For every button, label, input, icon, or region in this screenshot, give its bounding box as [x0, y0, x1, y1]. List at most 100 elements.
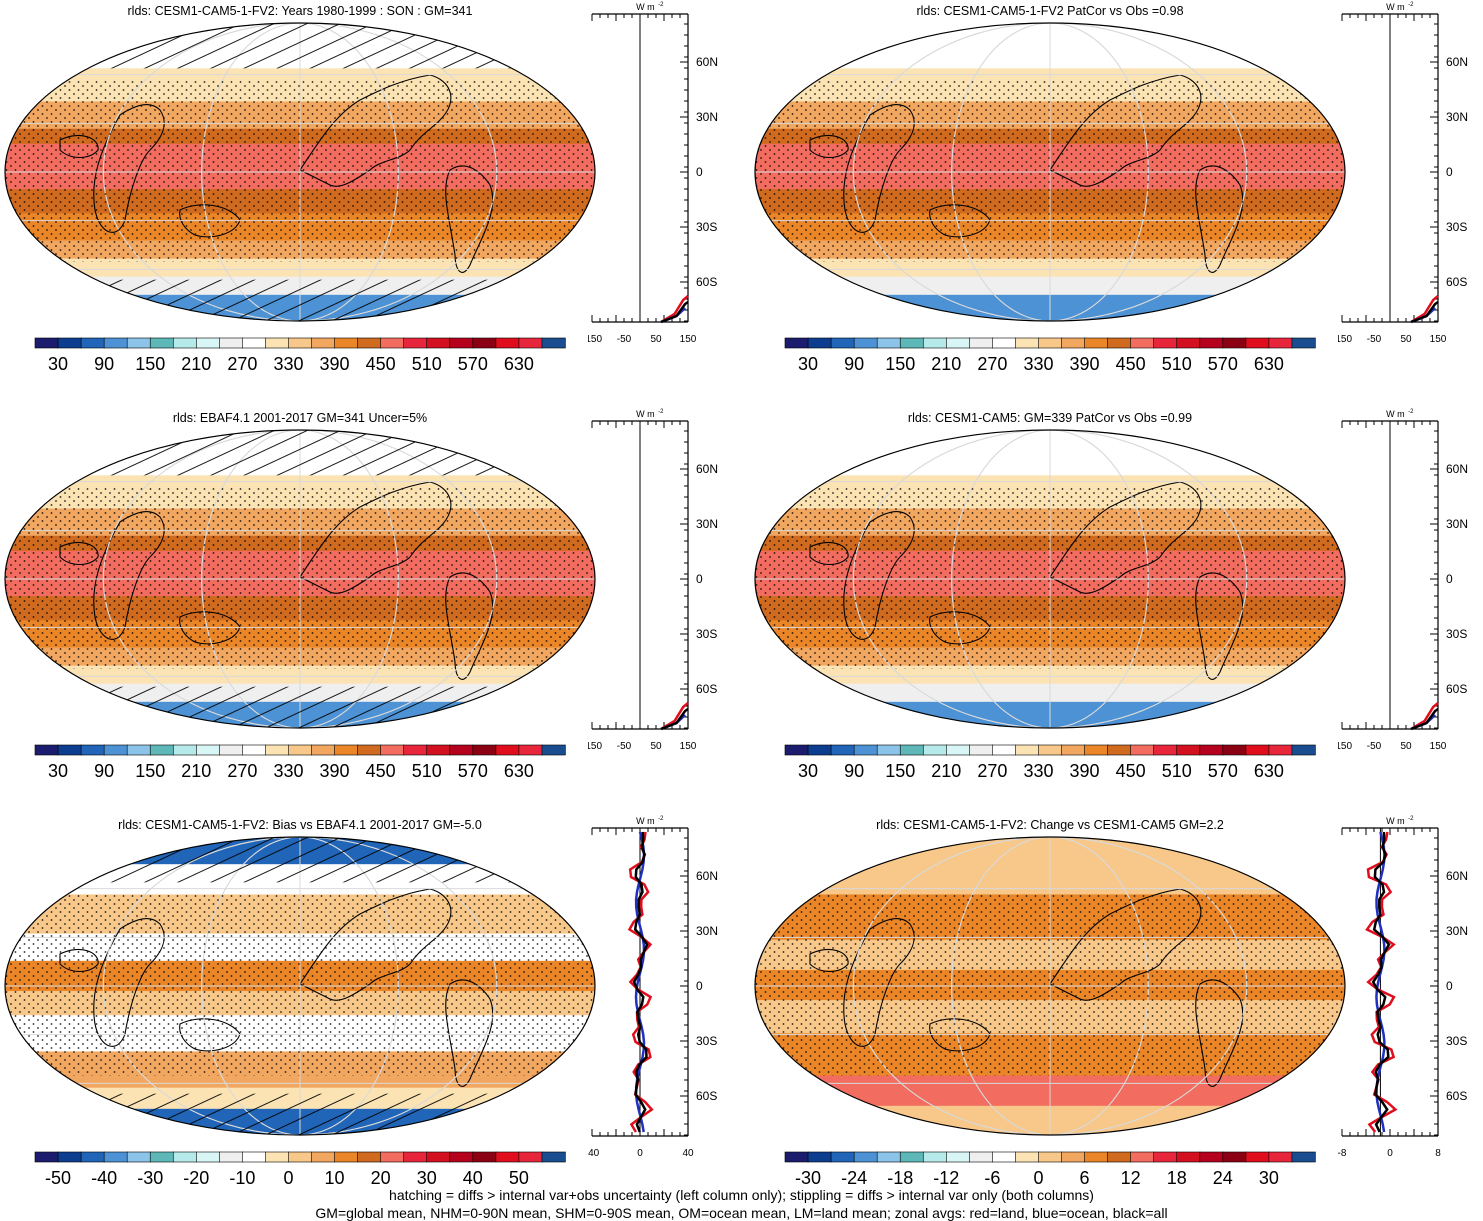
- zonal-lat-label: 30N: [696, 924, 718, 938]
- zonal-x-tick: 50: [650, 334, 662, 345]
- colorbar-label: 210: [181, 354, 211, 374]
- colorbar-swatch: [1084, 1151, 1109, 1163]
- colorbar-label: 270: [227, 761, 257, 781]
- colorbar-swatch: [172, 744, 198, 756]
- colorbar-swatch: [403, 337, 428, 349]
- colorbar-swatch: [449, 744, 474, 756]
- colorbar-label: -30: [795, 1168, 821, 1188]
- colorbar-swatch: [380, 337, 405, 349]
- zonal-lat-label: 60S: [1446, 275, 1467, 289]
- colorbar-swatch: [992, 1151, 1017, 1163]
- colorbar-swatch: [80, 744, 105, 756]
- zonal-unit-sup: -2: [658, 816, 664, 822]
- zonal-x-tick: -150: [588, 741, 602, 752]
- zonal-x-tick: -50: [617, 741, 632, 752]
- panel-title: rlds: CESM1-CAM5: GM=339 PatCor vs Obs =…: [907, 411, 1193, 425]
- colorbar-swatch: [196, 744, 221, 756]
- zonal-lat-label: 60S: [696, 1089, 717, 1103]
- colorbar-label: -30: [137, 1168, 163, 1188]
- colorbar-swatch: [57, 337, 82, 349]
- colorbar-swatch: [1222, 337, 1247, 349]
- panel-2: rlds: CESM1-CAM5-1-FV2 PatCor vs Obs =0.…: [750, 0, 1483, 406]
- colorbar-swatch: [1015, 337, 1040, 349]
- colorbar-label: 150: [135, 354, 165, 374]
- panel-title: rlds: CESM1-CAM5-1-FV2: Years 1980-1999 …: [127, 4, 473, 18]
- colorbar-swatch: [34, 337, 59, 349]
- zonal-lat-label: 30N: [1446, 924, 1468, 938]
- zonal-x-tick: 150: [680, 741, 697, 752]
- zonal-curve-all: [1371, 831, 1391, 1133]
- colorbar-swatch: [1130, 1151, 1155, 1163]
- colorbar-swatch: [149, 1151, 174, 1163]
- colorbar-swatch: [1291, 744, 1316, 756]
- colorbar-swatch: [403, 744, 428, 756]
- colorbar-swatch: [380, 1151, 405, 1163]
- zonal-lat-label: 60N: [696, 462, 718, 476]
- zonal-unit-sup: -2: [1408, 816, 1414, 822]
- panel-5: rlds: CESM1-CAM5-1-FV2: Bias vs EBAF4.1 …: [0, 814, 740, 1220]
- zonal-lat-label: 30S: [1446, 627, 1467, 641]
- zonal-unit-label: W m: [1386, 2, 1405, 12]
- world-map: [754, 22, 1346, 322]
- colorbar-swatch: [1176, 1151, 1201, 1163]
- zonal-lat-label: 30N: [1446, 110, 1468, 124]
- zonal-lat-label: 60N: [696, 55, 718, 69]
- colorbar-label: 270: [227, 354, 257, 374]
- zonal-x-tick: -40: [588, 1148, 600, 1159]
- world-map: [754, 836, 1346, 1136]
- colorbar-label: 570: [458, 354, 488, 374]
- colorbar-swatch: [518, 744, 543, 756]
- zonal-unit-label: W m: [1386, 409, 1405, 419]
- colorbar-label: 210: [931, 354, 961, 374]
- colorbar-swatch: [80, 337, 105, 349]
- colorbar-swatch: [1038, 1151, 1063, 1163]
- zonal-lat-label: 30S: [696, 220, 717, 234]
- colorbar-swatch: [1038, 337, 1063, 349]
- colorbar-swatch: [1107, 1151, 1132, 1163]
- colorbar-swatch: [288, 744, 313, 756]
- colorbar-swatch: [969, 1151, 994, 1163]
- zonal-x-tick: 50: [1400, 741, 1412, 752]
- zonal-lat-label: 30N: [1446, 517, 1468, 531]
- colorbar-swatch: [242, 337, 267, 349]
- footer-line-1: hatching = diffs > internal var+obs unce…: [389, 1187, 1094, 1203]
- zonal-x-tick: -150: [1338, 334, 1352, 345]
- colorbar-label: -50: [45, 1168, 71, 1188]
- zonal-lat-label: 60S: [696, 682, 717, 696]
- colorbar-swatch: [196, 337, 221, 349]
- colorbar-label: 30: [48, 354, 68, 374]
- zonal-lat-label: 0: [696, 979, 703, 993]
- colorbar-swatch: [1268, 744, 1293, 756]
- colorbar-label: 330: [273, 354, 303, 374]
- colorbar-label: 20: [371, 1168, 391, 1188]
- colorbar-swatch: [288, 337, 313, 349]
- zonal-unit-label: W m: [636, 409, 655, 419]
- colorbar-label: 330: [1023, 761, 1053, 781]
- colorbar-swatch: [1153, 1151, 1178, 1163]
- zonal-lat-label: 60N: [696, 869, 718, 883]
- colorbar-swatch: [311, 337, 336, 349]
- zonal-curve-all: [660, 300, 689, 324]
- colorbar-swatch: [1015, 1151, 1040, 1163]
- colorbar-label: 630: [1254, 354, 1284, 374]
- zonal-lat-label: 60N: [1446, 869, 1468, 883]
- colorbar-swatch: [57, 744, 82, 756]
- colorbar-label: 570: [458, 761, 488, 781]
- colorbar-label: 10: [325, 1168, 345, 1188]
- colorbar-label: 30: [417, 1168, 437, 1188]
- zonal-lat-label: 0: [1446, 165, 1453, 179]
- zonal-lat-label: 0: [696, 165, 703, 179]
- colorbar-swatch: [149, 337, 174, 349]
- colorbar-label: 18: [1167, 1168, 1187, 1188]
- colorbar-swatch: [1222, 1151, 1247, 1163]
- colorbar-label: 270: [977, 761, 1007, 781]
- zonal-x-tick: -50: [617, 334, 632, 345]
- colorbar-label: 150: [885, 761, 915, 781]
- zonal-average-plot: 60N 30N 0 30S 60S W m-2 -150 -50 50 150: [588, 409, 718, 752]
- zonal-unit-sup: -2: [1408, 409, 1414, 415]
- colorbar: -50 -40 -30 -20 -10 0 10 20 30 40 50: [34, 1151, 566, 1188]
- zonal-curve-all: [632, 831, 649, 1133]
- colorbar-label: 0: [283, 1168, 293, 1188]
- colorbar-swatch: [472, 1151, 497, 1163]
- zonal-curve-land: [660, 295, 689, 324]
